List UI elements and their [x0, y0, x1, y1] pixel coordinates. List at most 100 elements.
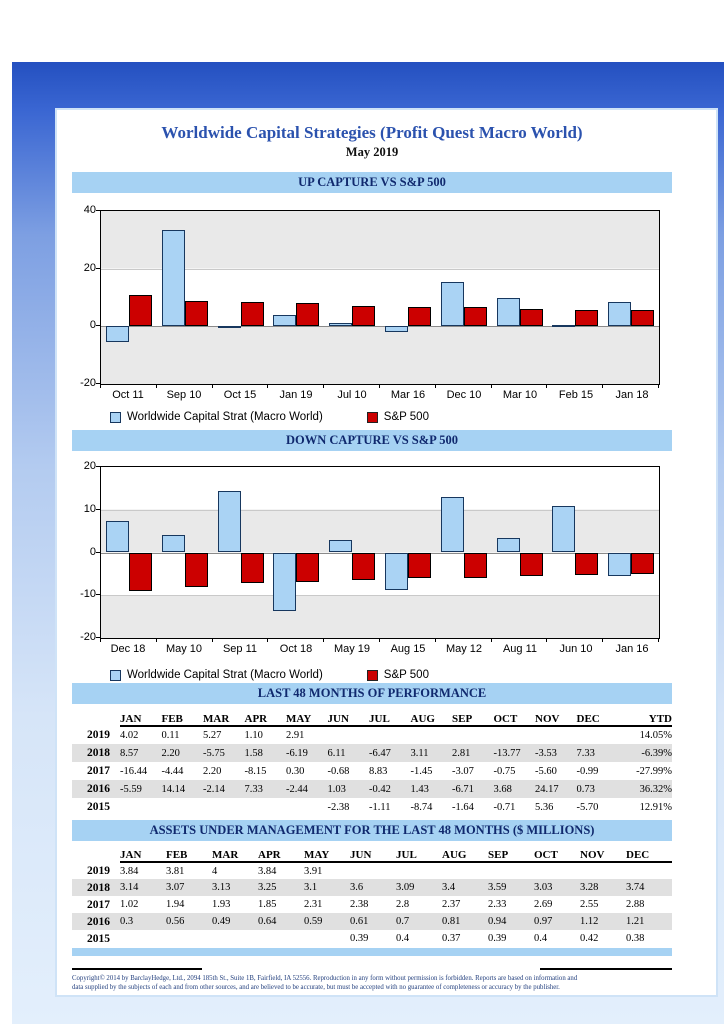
x-axis-label: Jul 10: [337, 389, 367, 401]
x-axis-tick: [490, 384, 492, 388]
sp500-bar: [128, 552, 152, 592]
column-header-sep: SEP: [488, 843, 534, 863]
x-axis-label: Jan 16: [615, 643, 649, 655]
row-year-label: 2015: [87, 801, 110, 813]
x-axis-label: Mar 10: [502, 389, 538, 401]
table-cell: -3.07: [452, 765, 474, 777]
table-cell: 1.94: [166, 899, 185, 910]
report-date: May 2019: [345, 145, 399, 159]
x-axis-label: Sep 11: [222, 643, 258, 655]
copyright-line-1: Copyright© 2014 by BarclayHedge, Ltd., 2…: [72, 975, 578, 982]
table-cell: 3.6: [350, 882, 364, 893]
fund-bar: [329, 540, 353, 553]
x-axis-tick: [211, 638, 213, 642]
y-axis-label: 0: [89, 319, 96, 332]
table-cell: 2.31: [304, 899, 323, 910]
table-cell: 8.83: [369, 765, 388, 777]
x-axis-tick: [658, 638, 659, 642]
x-axis-label: Oct 11: [112, 389, 144, 401]
table-cell: -6.19: [286, 747, 308, 759]
x-axis-label: Dec 18: [110, 643, 146, 655]
section-header-down-capture: DOWN CAPTURE VS S&P 500: [72, 430, 672, 451]
table-cell: -2.38: [327, 801, 350, 813]
gridline: [101, 509, 659, 511]
table-cell: 0.49: [212, 916, 231, 927]
table-cell: 1.12: [580, 916, 599, 927]
column-header-oct: OCT: [534, 843, 580, 863]
table-cell: 3.14: [120, 882, 139, 893]
table-cell: 1.21: [626, 916, 645, 927]
table-cell: 0.42: [580, 933, 599, 944]
legend-item-sp500: S&P 500: [366, 669, 429, 681]
table-cell: [212, 930, 258, 947]
table-cell: 3.84: [120, 865, 139, 877]
row-year-label: 2017: [87, 765, 110, 777]
x-axis-label: May 12: [445, 643, 483, 655]
x-axis-label: Sep 10: [166, 389, 202, 401]
x-axis-tick: [379, 384, 380, 388]
table-cell: 2.20: [203, 765, 222, 777]
x-axis-label: Aug 15: [390, 643, 426, 655]
table-cell: -6.47: [369, 747, 391, 759]
section-header-aum: ASSETS UNDER MANAGEMENT FOR THE LAST 48 …: [72, 820, 672, 841]
table-row-2016: 2016 -5.59 14.14 -2.14 7.33 -2.44 1.03 -0.42 1.4…: [72, 780, 672, 798]
year-column-header: [72, 707, 120, 726]
gridline: [101, 268, 659, 270]
table-cell: [488, 862, 534, 879]
table-cell: 14.14: [161, 783, 186, 795]
up-capture-plot-area: [100, 210, 660, 385]
table-cell: 1.85: [258, 899, 277, 910]
table-cell: [350, 862, 396, 879]
x-axis-label: Jan 19: [279, 389, 313, 401]
table-cell: [452, 726, 494, 744]
table-cell: [245, 798, 287, 816]
x-axis-tick: [546, 638, 548, 642]
table-cell: 36.32%: [639, 783, 672, 795]
table-cell: 0.73: [576, 783, 595, 795]
x-axis-tick: [434, 638, 436, 642]
fund-swatch-icon: [110, 669, 121, 681]
table-cell: [626, 862, 672, 879]
y-axis-tick: [96, 383, 100, 384]
column-header-nov: NOV: [535, 707, 577, 727]
table-cell: [534, 862, 580, 879]
report-panel: Worldwide Capital Strategies (Profit Que…: [55, 108, 718, 997]
footer-rule-right: [540, 968, 672, 970]
table-cell: 2.33: [488, 899, 507, 910]
table-cell: -0.68: [327, 765, 350, 777]
table-cell: 4.02: [120, 730, 139, 741]
table-cell: 3.28: [580, 882, 599, 893]
table-cell: -16.44: [120, 765, 148, 777]
y-axis-tick: [96, 466, 100, 467]
x-axis-tick: [211, 384, 213, 388]
table-cell: 0.3: [120, 916, 134, 927]
sp500-bar: [352, 552, 376, 580]
table-cell: 0.4: [534, 933, 548, 944]
table-cell: 7.33: [244, 783, 263, 795]
y-axis-tick: [96, 594, 100, 596]
x-axis-tick: [602, 638, 604, 642]
table-cell: 2.69: [534, 899, 553, 910]
table-cell: -3.53: [535, 747, 557, 759]
table-cell: 3.74: [626, 882, 645, 893]
table-cell: 3.84: [258, 865, 277, 877]
table-row-2019: 2019 4.02 0.11 5.27 1.10 2.91 14.05%: [72, 726, 672, 744]
x-axis-tick: [658, 384, 659, 388]
table-cell: [535, 726, 577, 744]
table-cell: 0.39: [350, 933, 369, 944]
fund-bar: [384, 552, 408, 590]
table-cell: 3.03: [534, 882, 553, 893]
x-axis-label: Aug 11: [502, 643, 538, 655]
x-axis-tick: [267, 384, 269, 388]
table-cell: 8.57: [120, 747, 139, 759]
table-cell: 6.11: [327, 747, 346, 759]
table-cell: 3.91: [304, 865, 323, 877]
y-axis-label: 20: [83, 261, 96, 274]
table-row-2016: 2016 0.3 0.56 0.49 0.64 0.59 0.61 0.7 0.81 0.94 0.…: [72, 913, 672, 930]
fund-bar: [105, 326, 129, 342]
table-cell: 0.94: [488, 916, 507, 927]
table-cell: -5.75: [203, 747, 225, 759]
fund-bar: [496, 537, 520, 553]
legend-sp500-label: S&P 500: [383, 669, 429, 681]
fund-bar: [161, 535, 185, 553]
